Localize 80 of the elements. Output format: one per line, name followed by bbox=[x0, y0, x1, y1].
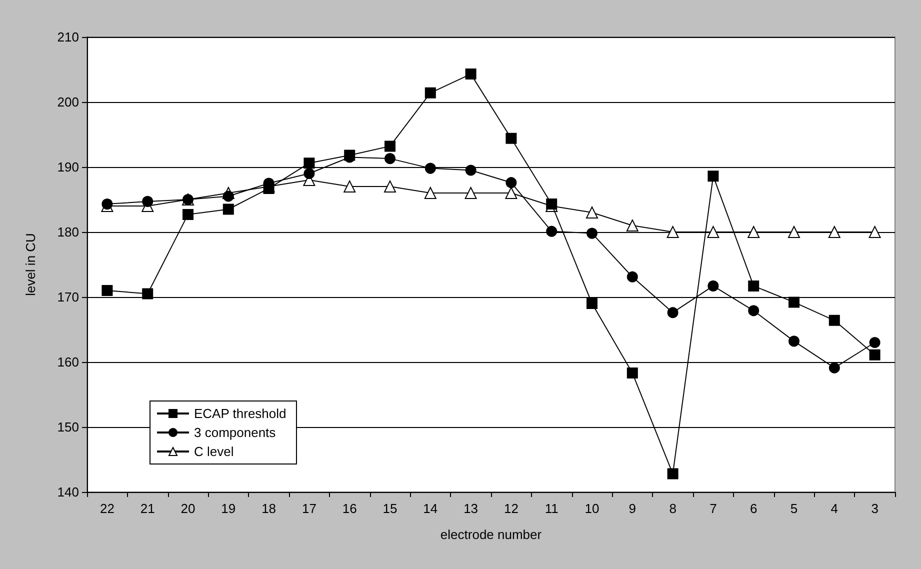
x-tick-label: 16 bbox=[342, 501, 357, 516]
point bbox=[142, 196, 154, 207]
point bbox=[626, 368, 638, 379]
point bbox=[424, 187, 436, 199]
x-tick-label: 10 bbox=[584, 501, 600, 516]
x-tick-label: 22 bbox=[100, 501, 114, 516]
point bbox=[304, 158, 315, 169]
point bbox=[626, 271, 638, 282]
point bbox=[626, 220, 638, 232]
y-tick-label: 180 bbox=[57, 224, 79, 240]
point bbox=[788, 296, 800, 308]
point bbox=[102, 285, 113, 296]
point bbox=[465, 68, 476, 80]
point bbox=[748, 226, 760, 238]
y-tick-label: 200 bbox=[57, 94, 79, 110]
y-tick-label: 210 bbox=[57, 30, 79, 44]
point bbox=[142, 288, 154, 300]
x-tick-label: 19 bbox=[221, 501, 236, 516]
point bbox=[748, 305, 760, 316]
point bbox=[263, 182, 274, 194]
x-tick-label: 6 bbox=[750, 501, 758, 516]
point bbox=[222, 190, 234, 202]
y-tick-label: 150 bbox=[57, 420, 79, 434]
point bbox=[828, 226, 840, 238]
point bbox=[586, 228, 598, 239]
point bbox=[868, 226, 881, 238]
point bbox=[424, 87, 436, 98]
point bbox=[748, 280, 760, 292]
y-axis-title: level in CU bbox=[23, 233, 38, 296]
point bbox=[505, 187, 518, 199]
x-tick-label: 9 bbox=[628, 501, 636, 516]
point bbox=[869, 349, 880, 360]
x-tick-label: 17 bbox=[302, 501, 316, 516]
y-tick-label: 170 bbox=[57, 290, 79, 304]
point bbox=[384, 140, 396, 152]
point bbox=[708, 170, 719, 182]
x-tick-label: 4 bbox=[830, 501, 838, 516]
point bbox=[304, 168, 315, 179]
legend-label: C level bbox=[194, 444, 234, 459]
point bbox=[788, 336, 800, 347]
point bbox=[506, 132, 517, 144]
point bbox=[546, 226, 558, 237]
point bbox=[788, 226, 800, 238]
point bbox=[828, 314, 840, 326]
point bbox=[182, 208, 194, 220]
x-tick-label: 12 bbox=[504, 501, 518, 516]
x-tick-label: 5 bbox=[790, 501, 798, 516]
point bbox=[869, 337, 880, 348]
x-tick-label: 14 bbox=[423, 501, 438, 516]
x-tick-label: 15 bbox=[382, 501, 398, 516]
y-tick-label: 140 bbox=[57, 484, 79, 500]
point bbox=[464, 187, 477, 199]
x-tick-label: 21 bbox=[140, 501, 155, 516]
point bbox=[344, 180, 356, 192]
point bbox=[586, 298, 598, 309]
point bbox=[666, 226, 679, 238]
point bbox=[667, 307, 678, 318]
point bbox=[506, 177, 517, 188]
x-axis-title: electrode number bbox=[440, 527, 542, 542]
x-tick-label: 7 bbox=[710, 501, 717, 516]
point bbox=[828, 362, 840, 374]
x-tick-label: 11 bbox=[544, 501, 558, 516]
point bbox=[384, 153, 396, 164]
y-tick-label: 190 bbox=[57, 160, 79, 174]
point bbox=[465, 164, 476, 176]
point bbox=[222, 204, 234, 215]
x-tick-label: 8 bbox=[669, 501, 676, 516]
point bbox=[667, 468, 678, 480]
legend-label: ECAP threshold bbox=[194, 406, 286, 421]
point bbox=[424, 162, 436, 174]
point bbox=[708, 280, 719, 292]
x-tick-label: 18 bbox=[262, 501, 276, 516]
point bbox=[384, 180, 396, 192]
point bbox=[586, 206, 598, 218]
point bbox=[707, 226, 720, 238]
legend-label: 3 components bbox=[194, 425, 276, 440]
y-tick-label: 160 bbox=[57, 354, 79, 370]
x-tick-label: 20 bbox=[180, 501, 196, 516]
x-tick-label: 3 bbox=[871, 501, 878, 516]
x-tick-label: 13 bbox=[464, 501, 478, 516]
